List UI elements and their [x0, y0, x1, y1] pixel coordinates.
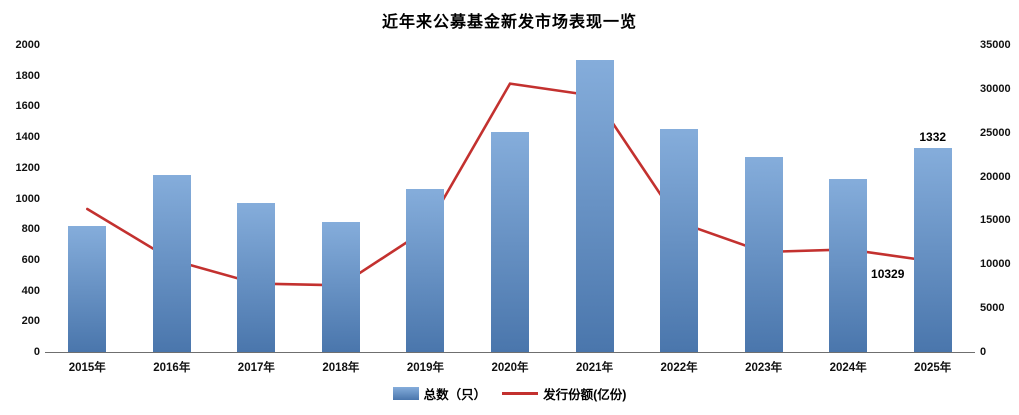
right-axis-tick: 20000	[980, 170, 1011, 183]
left-axis-tick: 1600	[15, 100, 40, 113]
line-series-layer	[85, 82, 935, 287]
right-axis-tick: 0	[980, 346, 987, 358]
legend: 总数（只） 发行份额(亿份)	[0, 384, 1019, 403]
bar-2016年	[152, 175, 191, 352]
right-axis-tick: 15000	[980, 214, 1011, 227]
right-axis-tick: 30000	[980, 82, 1011, 95]
x-axis-label: 2023年	[745, 362, 783, 374]
x-axis-label: 2018年	[322, 362, 360, 374]
left-axis-tick: 800	[21, 223, 40, 236]
right-axis-tick: 25000	[980, 126, 1011, 139]
bar-2024年	[829, 178, 868, 352]
bar-2023年	[744, 157, 783, 352]
bar-2017年	[237, 203, 276, 352]
bar-2025年	[913, 147, 952, 352]
bar-data-label: 1332	[919, 129, 947, 144]
legend-bar-label: 总数（只）	[423, 388, 487, 402]
left-axis-tick: 0	[33, 346, 40, 358]
left-axis-tick: 1000	[15, 192, 40, 205]
legend-line-label: 发行份额(亿份)	[543, 388, 627, 402]
left-axis-tick: 600	[21, 253, 40, 266]
left-axis-tick: 1400	[15, 131, 40, 144]
x-axis-label: 2015年	[68, 362, 106, 374]
bar-2019年	[406, 189, 445, 352]
x-axis-label: 2025年	[914, 362, 952, 374]
x-axis-label: 2017年	[237, 362, 275, 374]
bar-2015年	[68, 226, 107, 352]
chart-title: 近年来公募基金新发市场表现一览	[381, 14, 637, 31]
x-axis-label: 2024年	[829, 362, 867, 374]
bar-2018年	[321, 221, 360, 352]
bar-2020年	[491, 132, 529, 352]
legend-line-swatch	[502, 392, 539, 395]
line-data-label: 10329	[871, 267, 905, 282]
right-axis-tick: 10000	[980, 258, 1011, 271]
left-axis-tick: 2000	[15, 39, 40, 51]
bar-2022年	[660, 128, 699, 352]
legend-bar-swatch	[392, 387, 419, 400]
left-axis-tick: 1800	[15, 69, 40, 82]
left-axis-tick: 1200	[15, 161, 40, 174]
x-axis-label: 2019年	[406, 362, 444, 374]
left-axis-tick: 200	[21, 315, 40, 328]
x-axis-label: 2016年	[153, 362, 191, 374]
x-axis-label: 2021年	[575, 362, 614, 374]
x-axis-label: 2022年	[660, 362, 698, 374]
right-axis-tick: 5000	[980, 302, 1005, 315]
issuance-line	[85, 82, 935, 287]
x-axis-line	[45, 352, 975, 353]
right-axis-tick: 35000	[980, 39, 1011, 51]
bar-2021年	[575, 60, 614, 352]
left-axis-tick: 400	[21, 284, 40, 297]
x-axis-label: 2020年	[491, 362, 529, 374]
